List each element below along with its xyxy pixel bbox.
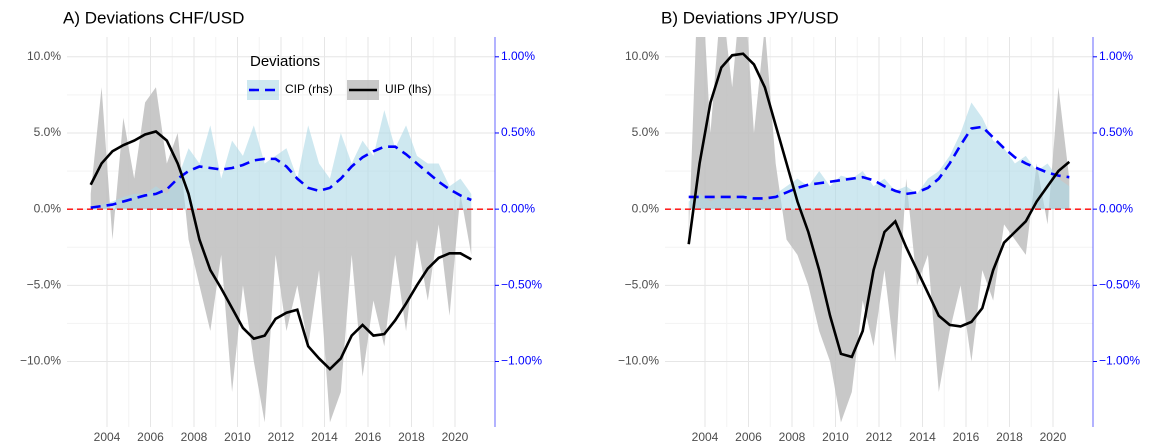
- y-tick-label: −5.0%: [27, 277, 62, 291]
- legend-title: Deviations: [250, 53, 320, 70]
- y-tick-label: 5.0%: [34, 125, 62, 139]
- y-tick-label: 10.0%: [27, 49, 61, 63]
- y2-tick-label: 1.00%: [1099, 49, 1133, 63]
- trend-line: [90, 145, 472, 209]
- x-tick-label: 2006: [137, 430, 164, 444]
- y-tick-label: −10.0%: [20, 354, 61, 368]
- legend-label: UIP (lhs): [385, 82, 431, 96]
- y2-tick-label: 0.50%: [1099, 125, 1133, 139]
- y2-tick-label: −0.50%: [1099, 277, 1140, 291]
- area: [90, 87, 472, 423]
- y-tick-label: −5.0%: [625, 277, 660, 291]
- y2-tick-label: 1.00%: [501, 49, 535, 63]
- chart-title: B) Deviations JPY/USD: [661, 8, 839, 27]
- trend-line: [687, 52, 1071, 359]
- y-tick-label: 10.0%: [625, 49, 659, 63]
- legend-swatch: [247, 80, 279, 100]
- x-tick-label: 2012: [268, 430, 295, 444]
- y-tick-label: 0.0%: [34, 201, 62, 215]
- plot-area: [665, 37, 1093, 423]
- x-tick-label: 2008: [779, 430, 806, 444]
- trend-line: [89, 130, 472, 371]
- area: [688, 37, 1070, 423]
- x-tick-label: 2004: [94, 430, 121, 444]
- x-tick-label: 2020: [1040, 430, 1067, 444]
- x-tick-label: 2020: [442, 430, 469, 444]
- y-tick-label: 0.0%: [632, 201, 660, 215]
- x-tick-label: 2010: [822, 430, 849, 444]
- trend-line: [688, 125, 1070, 200]
- x-tick-label: 2014: [909, 430, 936, 444]
- y2-tick-label: −1.00%: [1099, 354, 1140, 368]
- x-tick-label: 2004: [692, 430, 719, 444]
- x-tick-label: 2018: [996, 430, 1023, 444]
- y2-tick-label: 0.00%: [1099, 201, 1133, 215]
- y2-tick-label: −1.00%: [501, 354, 542, 368]
- plot-area: [67, 87, 495, 423]
- x-tick-label: 2006: [735, 430, 762, 444]
- x-tick-label: 2016: [355, 430, 382, 444]
- x-tick-label: 2016: [953, 430, 980, 444]
- chart-title: A) Deviations CHF/USD: [63, 8, 244, 27]
- y2-tick-label: 0.50%: [501, 125, 535, 139]
- x-tick-label: 2008: [181, 430, 208, 444]
- y2-tick-label: 0.00%: [501, 201, 535, 215]
- y-tick-label: −10.0%: [618, 354, 659, 368]
- y-tick-label: 5.0%: [632, 125, 660, 139]
- x-tick-label: 2010: [224, 430, 251, 444]
- x-tick-label: 2014: [311, 430, 338, 444]
- legend-label: CIP (rhs): [285, 82, 333, 96]
- x-tick-label: 2012: [866, 430, 893, 444]
- y2-tick-label: −0.50%: [501, 277, 542, 291]
- x-tick-label: 2018: [398, 430, 425, 444]
